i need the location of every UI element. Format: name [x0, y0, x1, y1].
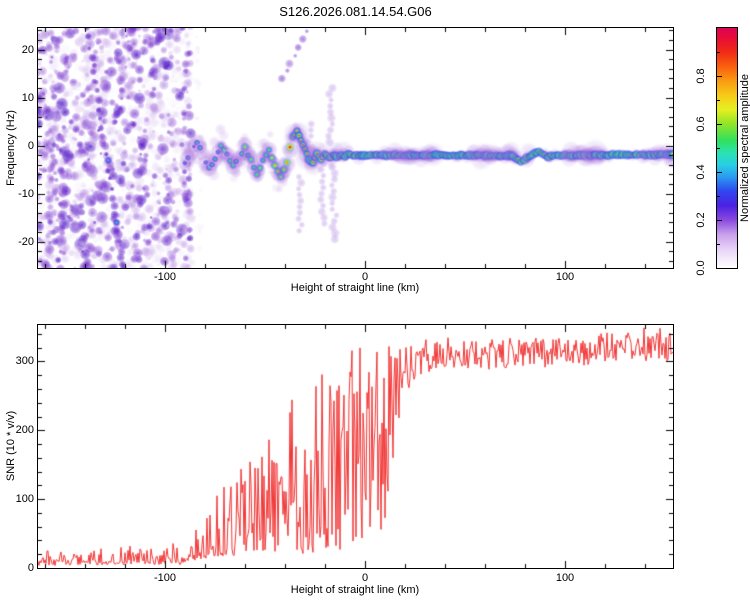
colorbar-tick	[717, 99, 720, 101]
tick-label: 0.4	[695, 164, 707, 180]
tick-label: -100	[153, 271, 177, 283]
colorbar-tick	[717, 243, 720, 245]
snr-xlabel: Height of straight line (km)	[290, 584, 420, 596]
tick-label: 300	[15, 355, 34, 368]
tick-label: 0	[361, 271, 369, 283]
tick-label: 100	[555, 271, 575, 283]
figure-title: S126.2026.081.14.54.G06	[279, 4, 432, 19]
colorbar-tick	[717, 75, 722, 77]
tick-label: 200	[15, 424, 34, 437]
colorbar-tick	[717, 195, 720, 197]
tick-label: 0.8	[695, 68, 707, 84]
snr-panel	[37, 324, 674, 569]
colorbar-tick	[717, 219, 722, 221]
tick-label: 0	[27, 562, 34, 574]
spectrogram-canvas	[38, 28, 673, 268]
spectrogram-panel	[37, 27, 674, 269]
tick-label: -100	[153, 572, 177, 584]
tick-label: 0	[27, 139, 34, 152]
spectrogram-ylabel: Frequency (Hz)	[5, 110, 17, 186]
colorbar-tick	[717, 147, 720, 149]
colorbar	[716, 27, 738, 269]
tick-label: 0.2	[695, 212, 707, 228]
colorbar-gradient	[717, 28, 737, 268]
tick-label: -20	[18, 235, 34, 248]
spectrogram-xlabel: Height of straight line (km)	[290, 282, 420, 294]
tick-label: 0	[361, 572, 369, 584]
colorbar-tick	[717, 51, 720, 53]
tick-label: 100	[15, 493, 34, 506]
snr-ylabel: SNR (10 * v/v)	[5, 410, 17, 482]
tick-label: 0.0	[695, 260, 707, 276]
colorbar-tick	[717, 123, 722, 125]
tick-label: 0.6	[695, 116, 707, 132]
colorbar-tick	[717, 171, 722, 173]
tick-label: 10	[21, 91, 34, 104]
tick-label: 20	[21, 43, 34, 56]
tick-label: 100	[555, 572, 575, 584]
colorbar-label: Normalized spectral amplitude	[739, 74, 750, 222]
snr-canvas	[38, 325, 673, 568]
tick-label: -10	[18, 187, 34, 200]
